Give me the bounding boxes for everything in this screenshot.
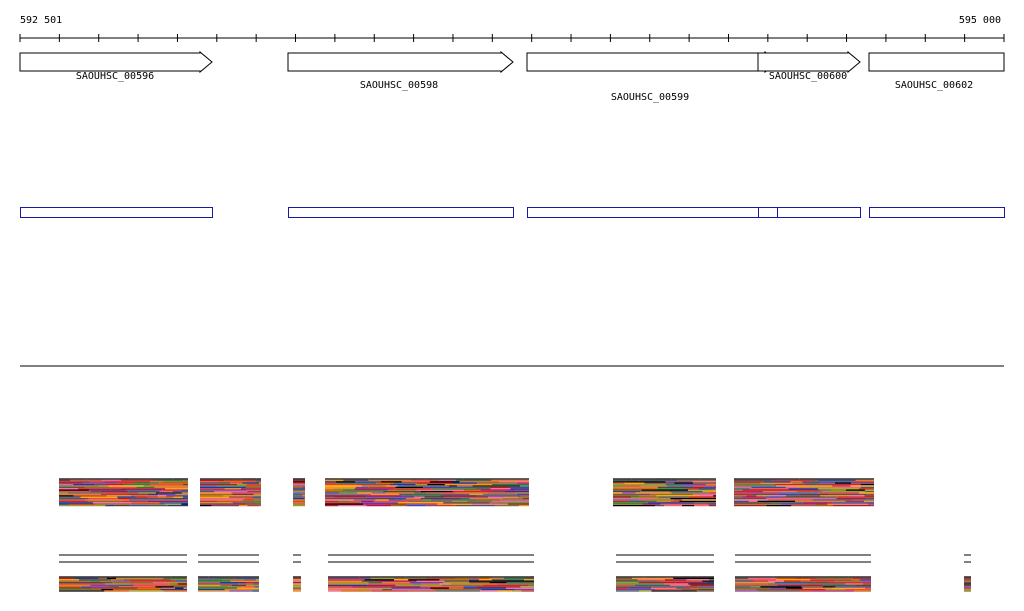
coordinate-ruler: 592 501 595 000 — [19, 15, 1005, 42]
cds-feature-box[interactable] — [527, 207, 759, 218]
ruler-ticks — [19, 34, 1005, 42]
ruler-end-label: 595 000 — [959, 15, 1001, 26]
cds-feature-box[interactable] — [869, 207, 1005, 218]
gene-arrow-saouhsc-00602[interactable] — [868, 52, 1005, 72]
gene-label-saouhsc-00600[interactable]: SAOUHSC_00600 — [769, 71, 847, 82]
coverage-block-lower — [964, 576, 971, 592]
feature-track — [20, 207, 1005, 218]
gene-label-saouhsc-00602[interactable]: SAOUHSC_00602 — [895, 80, 973, 91]
gene-arrow-saouhsc-00598[interactable] — [287, 50, 514, 74]
coverage-block-upper — [613, 478, 716, 507]
coverage-block-upper — [59, 478, 188, 507]
coverage-block-lower — [328, 576, 534, 592]
gene-label-saouhsc-00598[interactable]: SAOUHSC_00598 — [360, 80, 438, 91]
gene-arrow-saouhsc-00596[interactable] — [19, 50, 213, 74]
cds-feature-box[interactable] — [20, 207, 213, 218]
cds-feature-box[interactable] — [288, 207, 514, 218]
coverage-block-lower — [616, 576, 714, 592]
coverage-block-upper — [293, 478, 305, 507]
ruler-start-label: 592 501 — [20, 15, 62, 26]
coverage-block-lower — [293, 576, 301, 592]
coverage-block-upper — [325, 478, 529, 507]
coverage-block-lower — [198, 576, 259, 592]
gene-label-saouhsc-00596[interactable]: SAOUHSC_00596 — [76, 71, 154, 82]
coverage-block-upper — [200, 478, 261, 507]
gene-arrow-saouhsc-00600[interactable] — [757, 50, 861, 74]
gene-arrow-saouhsc-00599[interactable] — [526, 50, 778, 74]
read-alignment-track — [59, 478, 971, 592]
gene-labels: SAOUHSC_00596 SAOUHSC_00598 SAOUHSC_0059… — [76, 71, 973, 103]
gene-label-saouhsc-00599[interactable]: SAOUHSC_00599 — [611, 92, 689, 103]
coverage-block-lower — [735, 576, 871, 592]
coverage-block-lower — [59, 576, 187, 592]
cds-feature-box[interactable] — [777, 207, 861, 218]
gene-track — [19, 50, 1005, 74]
cds-feature-box[interactable] — [758, 207, 778, 218]
coverage-block-upper — [734, 478, 874, 507]
